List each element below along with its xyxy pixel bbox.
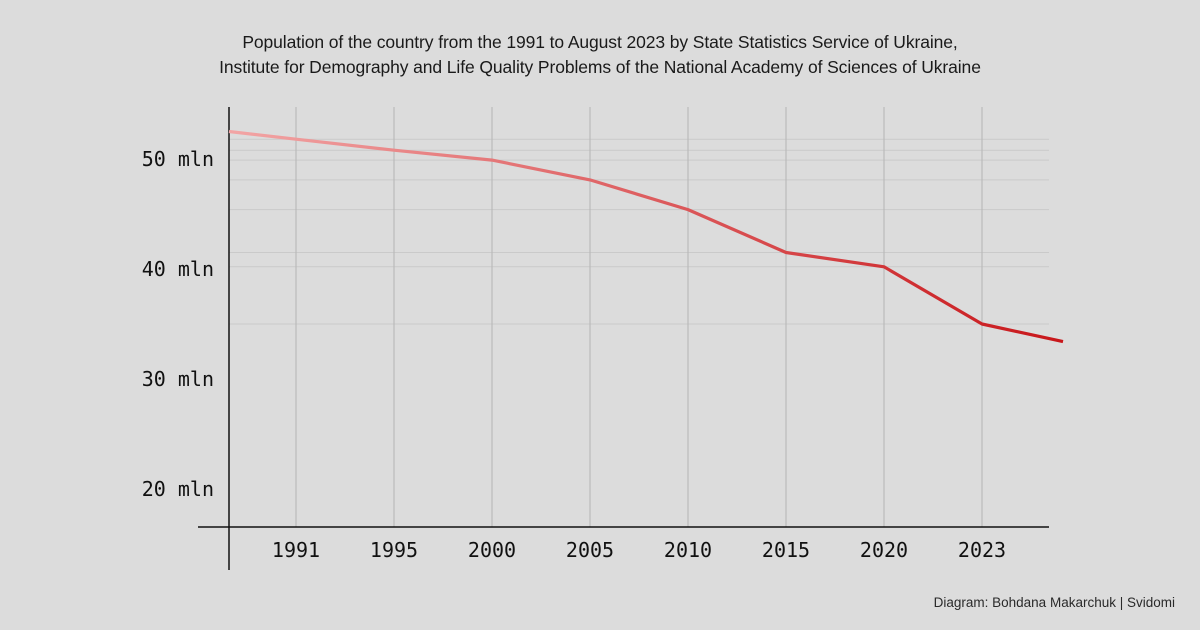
chart-title-line-1: Population of the country from the 1991 … bbox=[242, 32, 958, 52]
population-line bbox=[228, 129, 1064, 344]
x-tick-label: 2000 bbox=[468, 538, 516, 562]
chart-title-line-2: Institute for Demography and Life Qualit… bbox=[219, 57, 981, 77]
data-point-2010 bbox=[686, 208, 689, 211]
x-tick-label: 1995 bbox=[370, 538, 418, 562]
y-tick-label: 20 mln bbox=[142, 477, 214, 501]
data-points bbox=[227, 130, 1064, 343]
x-tick-label: 2020 bbox=[860, 538, 908, 562]
data-point-2005 bbox=[588, 178, 591, 181]
x-axis-tick-labels: 1991 1995 2000 2005 2010 2015 2020 2023 bbox=[272, 538, 1006, 562]
x-tick-label: 2015 bbox=[762, 538, 810, 562]
credit-text: Diagram: Bohdana Makarchuk | Svidomi bbox=[933, 595, 1175, 610]
chart-title: Population of the country from the 1991 … bbox=[0, 30, 1200, 80]
data-point-1995 bbox=[392, 149, 395, 152]
y-tick-label: 50 mln bbox=[142, 147, 214, 171]
horizontal-gridlines bbox=[229, 138, 1049, 325]
data-point-2020 bbox=[882, 265, 885, 268]
data-point-start bbox=[227, 130, 230, 133]
y-tick-label: 40 mln bbox=[142, 257, 214, 281]
y-axis-tick-labels: 50 mln 40 mln 30 mln 20 mln bbox=[142, 147, 214, 501]
data-point-end bbox=[1061, 340, 1064, 343]
x-tick-label: 1991 bbox=[272, 538, 320, 562]
data-point-2023 bbox=[980, 322, 983, 325]
data-point-1991 bbox=[294, 138, 297, 141]
data-point-2015 bbox=[784, 251, 787, 254]
x-tick-label: 2010 bbox=[664, 538, 712, 562]
data-point-2000 bbox=[490, 159, 493, 162]
x-tick-label: 2005 bbox=[566, 538, 614, 562]
vertical-gridlines bbox=[295, 107, 983, 527]
x-tick-label: 2023 bbox=[958, 538, 1006, 562]
y-tick-label: 30 mln bbox=[142, 367, 214, 391]
